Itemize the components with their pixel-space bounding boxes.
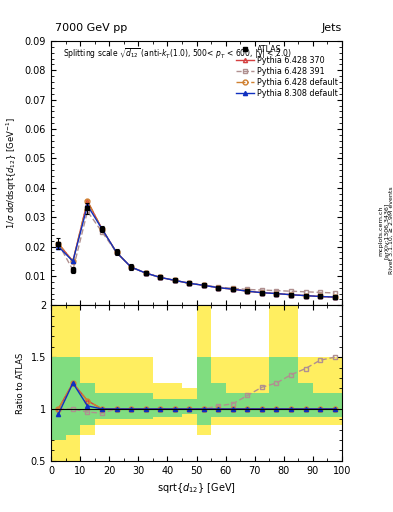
Y-axis label: 1/$\sigma$ d$\sigma$/dsqrt{$d_{12}$} [GeV$^{-1}$]: 1/$\sigma$ d$\sigma$/dsqrt{$d_{12}$} [Ge…: [5, 117, 19, 229]
Y-axis label: Ratio to ATLAS: Ratio to ATLAS: [16, 352, 25, 414]
Legend: ATLAS, Pythia 6.428 370, Pythia 6.428 391, Pythia 6.428 default, Pythia 8.308 de: ATLAS, Pythia 6.428 370, Pythia 6.428 39…: [235, 44, 340, 100]
Text: [arXiv:1306.3436]: [arXiv:1306.3436]: [384, 202, 388, 259]
Text: mcplots.cern.ch: mcplots.cern.ch: [379, 205, 384, 255]
Text: Rivet 3.1.10, ≥ 2.9M events: Rivet 3.1.10, ≥ 2.9M events: [389, 186, 393, 274]
Text: 7000 GeV pp: 7000 GeV pp: [55, 23, 127, 33]
Text: Jets: Jets: [321, 23, 342, 33]
Text: Splitting scale $\sqrt{d_{12}}$ (anti-$k_T$(1.0), 500< $p_T$ < 600, |y| < 2.0): Splitting scale $\sqrt{d_{12}}$ (anti-$k…: [63, 46, 292, 61]
X-axis label: sqrt{$d_{12}$} [GeV]: sqrt{$d_{12}$} [GeV]: [157, 481, 236, 495]
